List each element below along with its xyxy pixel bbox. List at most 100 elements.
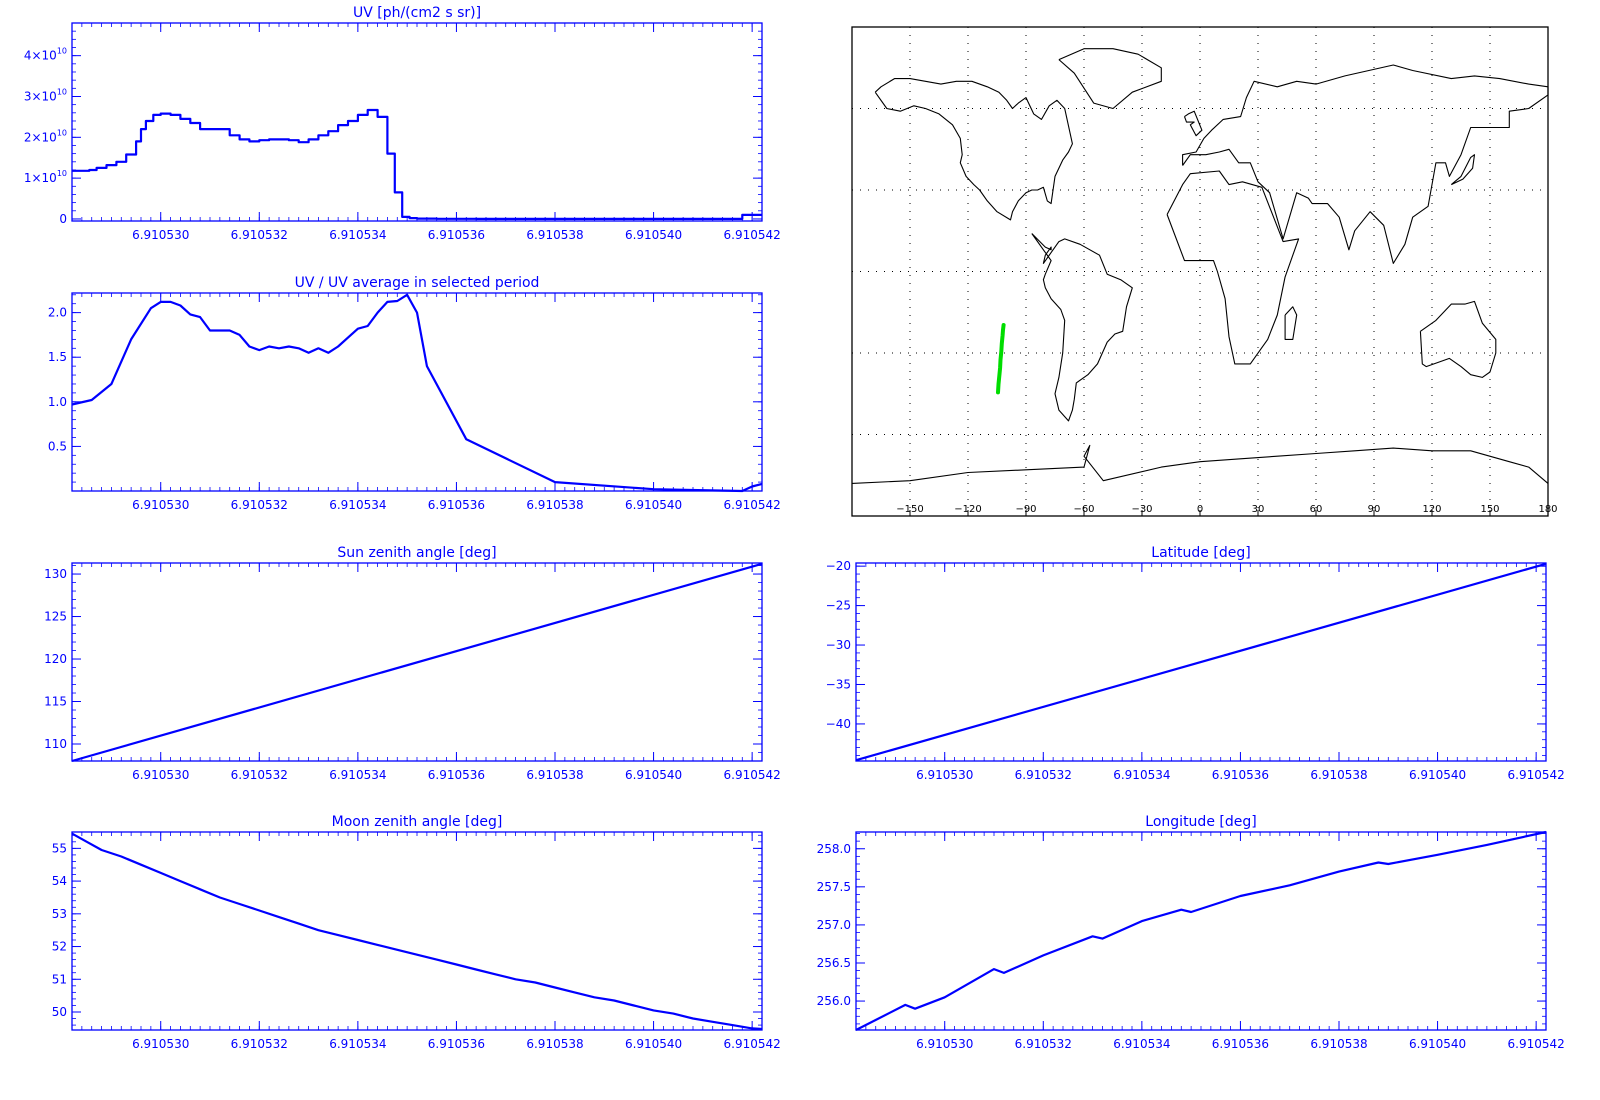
x-tick-label: 6.910532 bbox=[231, 498, 288, 512]
y-tick-label: 256.5 bbox=[817, 956, 851, 970]
y-tick-label: −20 bbox=[826, 559, 851, 573]
coastline bbox=[1183, 110, 1203, 137]
plot-frame bbox=[855, 831, 1547, 1031]
y-tick-label: 0.5 bbox=[48, 439, 67, 453]
x-tick-label: 6.910530 bbox=[132, 768, 189, 782]
y-tick-label: 3×1010 bbox=[24, 87, 67, 103]
y-tick-label: 4×1010 bbox=[24, 47, 67, 63]
plot-latitude: Latitude [deg] 6.910530 6.910532 6.910534 6.… bbox=[826, 545, 1565, 782]
y-tick-label-base: 1×10 bbox=[24, 171, 57, 185]
plot-uv: UV [ph/(cm2 s sr)] 6.910530 6.910532 6.9105… bbox=[24, 5, 781, 242]
map-lon-label: 150 bbox=[1480, 504, 1499, 515]
x-tick-label: 6.910532 bbox=[1015, 1037, 1072, 1051]
map-lon-label: 90 bbox=[1368, 504, 1381, 515]
x-tick-label: 6.910542 bbox=[1508, 768, 1565, 782]
map-frame bbox=[851, 26, 1549, 517]
y-tick-label-base: 4×10 bbox=[24, 49, 57, 63]
x-tick-label: 6.910536 bbox=[428, 228, 485, 242]
x-tick-label: 6.910536 bbox=[1212, 1037, 1269, 1051]
x-tick-label: 6.910542 bbox=[724, 768, 781, 782]
y-tick-label-exponent: 10 bbox=[57, 169, 67, 178]
x-tick-label: 6.910534 bbox=[329, 228, 386, 242]
x-tick-label: 6.910538 bbox=[1310, 1037, 1367, 1051]
x-tick-label: 6.910532 bbox=[231, 768, 288, 782]
coastline bbox=[851, 444, 1549, 484]
plot-title: Latitude [deg] bbox=[1151, 545, 1250, 561]
map-lon-label: −60 bbox=[1073, 504, 1094, 515]
series-line-moon-zenith bbox=[71, 832, 763, 1031]
x-tick-label: 6.910534 bbox=[329, 1037, 386, 1051]
x-tick-label: 6.910542 bbox=[724, 228, 781, 242]
x-tick-label: 6.910540 bbox=[1409, 1037, 1466, 1051]
map-lon-label: 120 bbox=[1422, 504, 1441, 515]
coastline bbox=[1419, 300, 1497, 378]
map-lon-label: 0 bbox=[1197, 504, 1203, 515]
map-lon-label: −120 bbox=[954, 504, 981, 515]
y-tick-label: 1×1010 bbox=[24, 169, 67, 185]
x-tick-label: 6.910542 bbox=[724, 498, 781, 512]
plot-frame bbox=[71, 831, 763, 1031]
map-lon-label: −30 bbox=[1131, 504, 1152, 515]
x-tick-label: 6.910530 bbox=[916, 1037, 973, 1051]
map-lon-label: 60 bbox=[1310, 504, 1323, 515]
x-tick-label: 6.910534 bbox=[1113, 768, 1170, 782]
y-tick-label: 54 bbox=[52, 874, 67, 888]
y-tick-label-base: 2×10 bbox=[24, 130, 57, 144]
y-tick-label: 52 bbox=[52, 940, 67, 954]
x-tick-label: 6.910532 bbox=[231, 228, 288, 242]
x-tick-label: 6.910530 bbox=[132, 498, 189, 512]
plot-title: Sun zenith angle [deg] bbox=[337, 545, 496, 561]
x-tick-label: 6.910540 bbox=[1409, 768, 1466, 782]
y-tick-label-exponent: 10 bbox=[57, 87, 67, 96]
y-tick-label: 1.5 bbox=[48, 350, 67, 364]
y-tick-label: 130 bbox=[44, 567, 67, 581]
series-line-latitude bbox=[855, 562, 1547, 762]
y-tick-label: −30 bbox=[826, 638, 851, 652]
x-tick-label: 6.910538 bbox=[526, 1037, 583, 1051]
plot-title: Longitude [deg] bbox=[1145, 814, 1256, 830]
x-tick-label: 6.910542 bbox=[724, 1037, 781, 1051]
coastline bbox=[1058, 48, 1162, 110]
y-tick-label-base: 0 bbox=[59, 212, 67, 226]
plot-moon-zenith: Moon zenith angle [deg] 6.910530 6.910532 6… bbox=[52, 814, 781, 1051]
orbit-track bbox=[996, 323, 1006, 395]
world-map: −150 −120 −90 −60 −30 0 30 60 90 120 150 180 bbox=[851, 26, 1558, 517]
x-tick-label: 6.910536 bbox=[428, 768, 485, 782]
plot-title: Moon zenith angle [deg] bbox=[332, 814, 503, 830]
x-tick-label: 6.910536 bbox=[428, 1037, 485, 1051]
x-tick-label: 6.910540 bbox=[625, 768, 682, 782]
y-tick-label: 120 bbox=[44, 652, 67, 666]
y-tick-label: 256.0 bbox=[817, 994, 851, 1008]
x-tick-label: 6.910530 bbox=[132, 228, 189, 242]
x-tick-label: 6.910532 bbox=[231, 1037, 288, 1051]
x-tick-label: 6.910538 bbox=[526, 768, 583, 782]
y-tick-label: 55 bbox=[52, 841, 67, 855]
x-tick-label: 6.910530 bbox=[916, 768, 973, 782]
y-tick-label: 115 bbox=[44, 695, 67, 709]
series-line-uv bbox=[72, 108, 762, 220]
y-tick-label: 125 bbox=[44, 610, 67, 624]
y-tick-label: 258.0 bbox=[817, 842, 851, 856]
x-tick-label: 6.910540 bbox=[625, 498, 682, 512]
y-tick-label: 51 bbox=[52, 972, 67, 986]
plot-frame bbox=[71, 22, 763, 222]
x-tick-label: 6.910532 bbox=[1015, 768, 1072, 782]
y-tick-label: 2×1010 bbox=[24, 128, 67, 144]
coastline bbox=[1284, 306, 1298, 340]
x-tick-label: 6.910530 bbox=[132, 1037, 189, 1051]
x-tick-label: 6.910534 bbox=[1113, 1037, 1170, 1051]
plot-uv-ratio: UV / UV average in selected period 6.9105… bbox=[48, 275, 781, 512]
y-tick-label: 1.0 bbox=[48, 395, 67, 409]
series-line-sun-zenith bbox=[71, 562, 763, 763]
x-tick-label: 6.910538 bbox=[1310, 768, 1367, 782]
coastline bbox=[1166, 170, 1300, 365]
x-tick-label: 6.910536 bbox=[428, 498, 485, 512]
y-tick-label-exponent: 10 bbox=[57, 47, 67, 56]
plot-title: UV [ph/(cm2 s sr)] bbox=[353, 5, 481, 21]
plot-title: UV / UV average in selected period bbox=[295, 275, 540, 291]
map-lon-label: 30 bbox=[1252, 504, 1265, 515]
y-tick-label: 110 bbox=[44, 737, 67, 751]
y-tick-label: 2.0 bbox=[48, 306, 67, 320]
y-tick-label: −35 bbox=[826, 677, 851, 691]
